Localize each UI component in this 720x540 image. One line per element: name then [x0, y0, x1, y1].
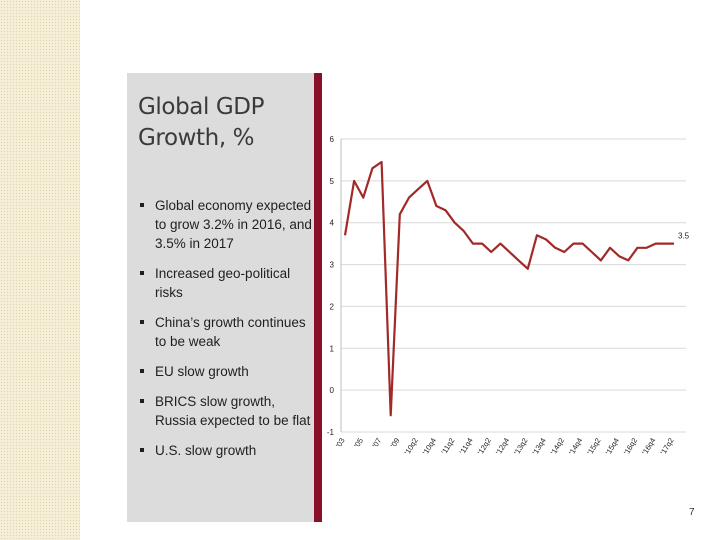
text-panel: [127, 73, 314, 522]
x-tick-label: '11q4: [458, 436, 475, 456]
bullet-text: U.S. slow growth: [155, 443, 257, 458]
bullet-marker-icon: [140, 448, 144, 452]
bullet-marker-icon: [140, 320, 144, 324]
y-tick-label: 2: [330, 302, 335, 311]
title-line-2: Growth, %: [138, 125, 255, 151]
bullet-item: BRICS slow growth, Russia expected to be…: [138, 392, 312, 430]
title-line-1: Global GDP: [138, 94, 265, 120]
y-tick-label: 1: [330, 344, 335, 353]
bullet-item: China’s growth continues to be weak: [138, 313, 312, 351]
end-value-label: 3.5: [678, 232, 690, 241]
x-tick-label: '12q4: [494, 436, 511, 456]
bullet-item: Increased geo-political risks: [138, 264, 312, 302]
bullet-text: Global economy expected to grow 3.2% in …: [155, 198, 312, 251]
bullet-text: EU slow growth: [155, 364, 249, 379]
bullet-item: U.S. slow growth: [138, 441, 312, 460]
x-tick-label: '09: [389, 436, 402, 449]
x-tick-label: '16q2: [622, 436, 639, 456]
y-tick-label: 5: [330, 177, 335, 186]
y-tick-label: 0: [330, 386, 335, 395]
bullet-item: EU slow growth: [138, 362, 312, 381]
x-tick-label: '05: [352, 436, 365, 449]
y-tick-label: 3: [330, 261, 335, 270]
page-title: Global GDP Growth, %: [138, 92, 308, 154]
x-tick-label: '15q2: [585, 436, 602, 456]
x-tick-label: '13q4: [531, 436, 548, 456]
bullet-text: BRICS slow growth, Russia expected to be…: [155, 394, 311, 428]
x-tick-label: '10q2: [403, 436, 420, 456]
y-tick-label: 4: [330, 219, 335, 228]
bullet-marker-icon: [140, 369, 144, 373]
bullet-marker-icon: [140, 271, 144, 275]
x-tick-label: '16q4: [640, 436, 657, 456]
x-tick-label: '03: [334, 436, 347, 449]
left-decorative-band: [0, 0, 80, 540]
x-tick-label: '11q2: [439, 436, 456, 456]
x-tick-label: '17q2: [658, 436, 675, 456]
x-tick-label: '07: [370, 436, 383, 449]
bullet-text: Increased geo-political risks: [155, 266, 291, 300]
panel-divider: [314, 73, 322, 522]
bullet-item: Global economy expected to grow 3.2% in …: [138, 196, 312, 253]
y-tick-label: 6: [330, 135, 335, 144]
gdp-series-line: [343, 160, 674, 417]
x-tick-label: '12q2: [476, 436, 493, 456]
y-tick-label: -1: [327, 428, 335, 437]
x-tick-label: '14q4: [567, 436, 584, 456]
x-tick-label: '14q2: [549, 436, 566, 456]
bullet-marker-icon: [140, 203, 144, 207]
x-tick-label: '15q4: [604, 436, 621, 456]
bullet-list: Global economy expected to grow 3.2% in …: [138, 196, 312, 471]
page-number: 7: [689, 507, 695, 518]
bullet-text: China’s growth continues to be weak: [155, 315, 306, 349]
bullet-marker-icon: [140, 399, 144, 403]
x-tick-label: '10q4: [421, 436, 438, 456]
x-tick-label: '13q2: [512, 436, 529, 456]
